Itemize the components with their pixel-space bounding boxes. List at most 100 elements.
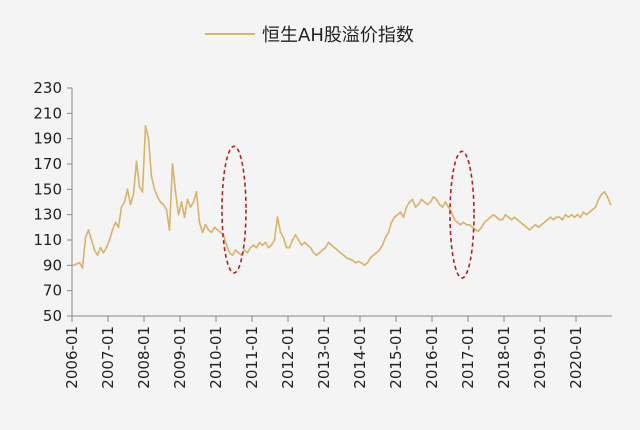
x-tick-label: 2016-01	[423, 326, 441, 389]
data-point	[369, 256, 372, 259]
data-point	[120, 206, 123, 208]
data-point	[558, 216, 561, 219]
y-tick-label: 50	[43, 307, 62, 325]
data-point	[267, 246, 270, 249]
data-point	[144, 125, 147, 127]
highlight-ellipse	[449, 150, 475, 279]
data-point	[213, 226, 216, 229]
data-point	[153, 188, 156, 191]
data-point	[258, 241, 261, 244]
data-point	[474, 228, 477, 231]
x-tick-label: 2008-01	[135, 326, 153, 389]
data-point	[246, 251, 249, 254]
data-point	[609, 203, 612, 206]
data-point	[423, 201, 426, 203]
x-tick-label: 2006-01	[63, 326, 81, 389]
data-point	[576, 213, 579, 216]
data-point	[327, 241, 330, 244]
data-point	[183, 216, 186, 219]
data-point	[522, 223, 525, 226]
data-point	[105, 246, 108, 249]
y-axis-ticks: 50 70 90 110 130 150 170 190 210 230	[33, 79, 72, 325]
data-point	[585, 213, 588, 216]
data-point	[276, 216, 279, 219]
data-point	[591, 208, 594, 211]
data-point	[270, 244, 273, 246]
data-point	[294, 234, 297, 236]
data-point	[345, 256, 348, 259]
data-point	[186, 198, 189, 201]
data-point	[198, 221, 201, 224]
data-point	[147, 137, 150, 140]
data-point	[189, 206, 192, 208]
data-point	[459, 223, 462, 226]
data-point	[249, 246, 252, 249]
data-point	[162, 203, 165, 206]
x-tick-label: 2020-01	[567, 326, 585, 389]
data-point	[135, 160, 138, 163]
data-point	[261, 244, 264, 246]
data-point	[540, 223, 543, 226]
data-point	[573, 216, 576, 219]
x-tick-label: 2014-01	[351, 326, 369, 389]
data-point	[72, 264, 75, 267]
data-point	[489, 216, 492, 219]
data-point	[597, 198, 600, 201]
axes	[71, 88, 612, 317]
data-point	[534, 223, 537, 226]
y-tick-label: 70	[43, 282, 62, 300]
data-point	[480, 226, 483, 229]
data-point	[381, 244, 384, 246]
data-point	[366, 261, 369, 264]
data-point	[168, 228, 171, 231]
y-tick-label: 90	[43, 256, 62, 274]
data-point	[138, 185, 141, 188]
data-point	[579, 216, 582, 219]
data-point	[465, 223, 468, 226]
data-point	[156, 196, 159, 198]
data-point	[336, 249, 339, 252]
data-point	[324, 246, 327, 249]
data-point	[252, 244, 255, 246]
data-point	[435, 198, 438, 201]
data-point	[93, 249, 96, 252]
annotation-layer	[221, 145, 475, 279]
x-axis-ticks: 2006-01 2007-01 2008-01 2009-01 2010-01 2011-…	[63, 316, 585, 389]
data-point	[207, 228, 210, 231]
data-point	[282, 236, 285, 239]
data-point	[378, 249, 381, 252]
data-point	[279, 231, 282, 234]
data-point	[552, 218, 555, 221]
data-point	[264, 241, 267, 244]
data-point	[150, 175, 153, 178]
data-point	[417, 203, 420, 206]
y-tick-label: 190	[33, 130, 62, 148]
data-point	[549, 216, 552, 219]
data-point	[531, 226, 534, 229]
data-point	[315, 254, 318, 257]
data-point	[321, 249, 324, 252]
data-point	[255, 246, 258, 249]
data-point	[297, 239, 300, 241]
data-point	[192, 201, 195, 203]
data-point	[582, 211, 585, 214]
data-point	[390, 221, 393, 224]
data-point	[234, 249, 237, 252]
data-point	[519, 221, 522, 224]
data-point	[243, 249, 246, 252]
data-point	[429, 201, 432, 203]
data-point	[567, 216, 570, 219]
data-point	[129, 203, 132, 206]
data-point	[606, 196, 609, 198]
y-tick-label: 150	[33, 180, 62, 198]
data-point	[405, 206, 408, 208]
series-layer	[72, 125, 612, 269]
data-point	[330, 244, 333, 246]
data-point	[393, 216, 396, 219]
data-point	[360, 261, 363, 264]
data-point	[90, 239, 93, 241]
data-point	[126, 188, 129, 191]
data-point	[210, 231, 213, 234]
data-point	[462, 221, 465, 224]
data-point	[288, 246, 291, 249]
